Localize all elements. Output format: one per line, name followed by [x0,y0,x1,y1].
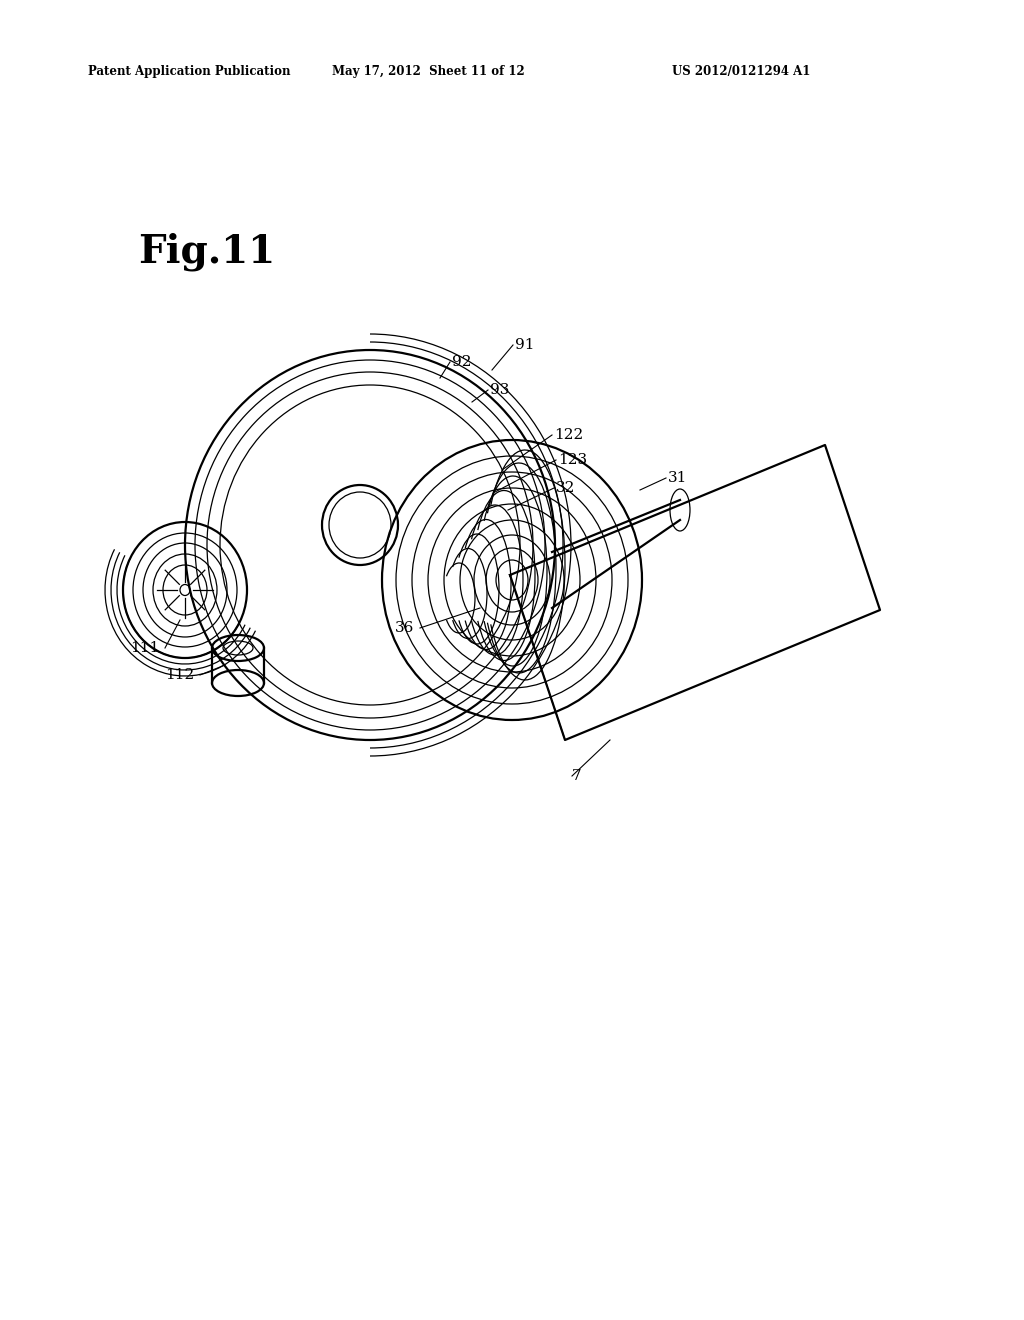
Text: 92: 92 [452,355,471,370]
Text: 93: 93 [490,383,509,397]
Text: 31: 31 [668,471,687,484]
Text: Fig.11: Fig.11 [138,232,275,271]
Text: 123: 123 [558,453,587,467]
Text: 91: 91 [515,338,535,352]
Text: US 2012/0121294 A1: US 2012/0121294 A1 [672,66,810,78]
Text: 111: 111 [130,642,160,655]
Text: 32: 32 [556,480,575,495]
Text: 122: 122 [554,428,584,442]
Text: Patent Application Publication: Patent Application Publication [88,66,291,78]
Text: 112: 112 [165,668,195,682]
Text: 7: 7 [572,770,582,783]
Text: May 17, 2012  Sheet 11 of 12: May 17, 2012 Sheet 11 of 12 [332,66,524,78]
Text: 36: 36 [395,620,415,635]
